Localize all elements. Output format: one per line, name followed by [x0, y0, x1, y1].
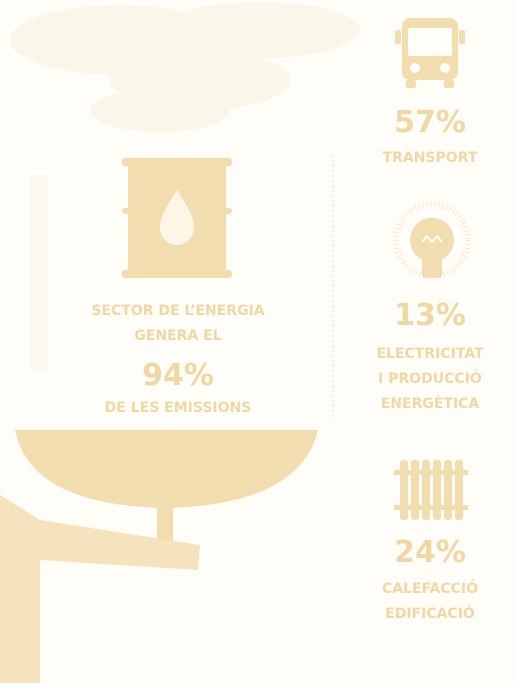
pillar — [30, 175, 48, 370]
percent: 57% — [394, 105, 466, 140]
label: CALEFACCIÓ — [382, 579, 478, 597]
label: ENERGÈTICA — [381, 395, 480, 412]
oil-barrel — [122, 158, 232, 278]
percent: 13% — [394, 298, 466, 333]
label: I PRODUCCIÓ — [378, 369, 482, 387]
bus-icon — [395, 18, 465, 88]
label: GENERA EL — [134, 328, 221, 344]
label: EDIFICACIÓ — [385, 604, 475, 622]
label: TRANSPORT — [383, 150, 478, 166]
infographic: 57% TRANSPORT SECTOR DE L’ENERGIA GENERA… — [0, 0, 517, 683]
label: DE LES EMISSIONS — [105, 400, 252, 416]
percent: 94% — [142, 358, 214, 393]
label: ELECTRICITAT — [376, 346, 484, 362]
label: SECTOR DE L’ENERGIA — [91, 303, 264, 319]
percent: 24% — [394, 535, 466, 570]
